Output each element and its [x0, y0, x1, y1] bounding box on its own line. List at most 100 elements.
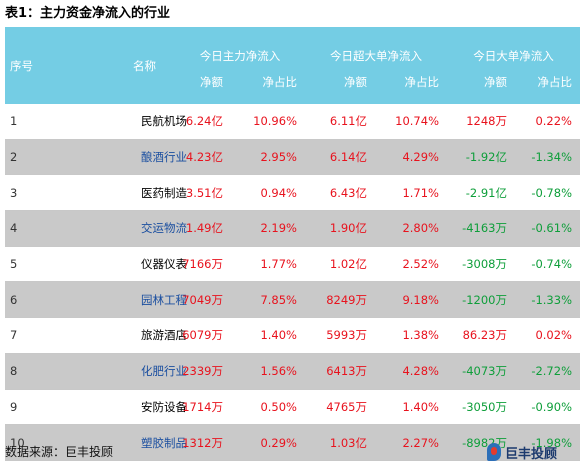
cell-super-pct: 1.71%	[375, 174, 447, 212]
header-big-amount: 净额	[447, 72, 515, 104]
cell-main-amt: 6079万	[175, 317, 231, 354]
cell-big-amt: -8982万	[447, 424, 515, 461]
table-row: 2 酿酒行业 4.23亿 2.95% 6.14亿 4.29% -1.92亿 -1.34%	[5, 139, 580, 176]
row-industry-name: 交运物流	[65, 210, 187, 247]
cell-super-pct: 2.52%	[375, 246, 447, 283]
cell-main-pct: 2.19%	[231, 210, 305, 247]
row-seq: 1	[5, 104, 65, 140]
cell-super-amt: 5993万	[305, 317, 375, 354]
row-seq: 2	[5, 139, 65, 176]
cell-big-pct: -0.78%	[515, 174, 580, 212]
table-row: 5 仪器仪表 7166万 1.77% 1.02亿 2.52% -3008万 -0.74%	[5, 246, 580, 283]
cell-super-pct: 2.80%	[375, 210, 447, 247]
header-name: 名称	[65, 27, 175, 104]
header-main-amount: 净额	[175, 72, 231, 104]
header-super-amount: 净额	[305, 72, 375, 104]
cell-big-amt: -1200万	[447, 281, 515, 319]
data-source-note: 数据来源：巨丰投顾	[5, 445, 114, 459]
table-row: 10 塑胶制品 1312万 0.29% 1.03亿 2.27% -8982万 -1.98%	[5, 424, 580, 461]
cell-big-amt: -4073万	[447, 353, 515, 390]
cell-main-pct: 1.77%	[231, 246, 305, 283]
cell-main-amt: 1714万	[175, 389, 231, 426]
header-row-subs: 净额 净占比 净额 净占比 净额 净占比	[5, 72, 580, 104]
cell-super-pct: 10.74%	[375, 104, 447, 140]
header-big-ratio: 净占比	[515, 72, 580, 104]
cell-main-pct: 2.95%	[231, 139, 305, 176]
cell-main-amt: 1.49亿	[175, 210, 231, 247]
table-row: 9 安防设备 1714万 0.50% 4765万 1.40% -3050万 -0.90%	[5, 389, 580, 426]
cell-main-amt: 1312万	[175, 424, 231, 461]
cell-big-amt: 86.23万	[447, 317, 515, 354]
cell-super-amt: 6.11亿	[305, 104, 375, 140]
cell-main-pct: 10.96%	[231, 104, 305, 140]
cell-main-pct: 0.50%	[231, 389, 305, 426]
cell-super-pct: 4.29%	[375, 139, 447, 176]
cell-big-pct: -0.74%	[515, 246, 580, 283]
cell-main-pct: 7.85%	[231, 281, 305, 319]
cell-main-pct: 0.94%	[231, 174, 305, 212]
row-industry-name: 旅游酒店	[65, 317, 187, 354]
cell-big-pct: -0.61%	[515, 210, 580, 247]
cell-super-amt: 1.03亿	[305, 424, 375, 461]
cell-super-amt: 6.43亿	[305, 174, 375, 212]
header-group-main: 今日主力净流入	[175, 27, 305, 72]
row-industry-name: 化肥行业	[65, 353, 187, 390]
row-industry-name: 安防设备	[65, 389, 187, 426]
table-row: 7 旅游酒店 6079万 1.40% 5993万 1.38% 86.23万 0.02%	[5, 317, 580, 354]
row-industry-name: 民航机场	[65, 104, 187, 140]
header-seq: 序号	[5, 27, 65, 104]
row-seq: 7	[5, 317, 65, 354]
row-seq: 6	[5, 281, 65, 319]
cell-main-pct: 0.29%	[231, 424, 305, 461]
row-seq: 10	[5, 424, 65, 461]
cell-super-amt: 6413万	[305, 353, 375, 390]
cell-big-pct: -2.72%	[515, 353, 580, 390]
cell-super-pct: 1.40%	[375, 389, 447, 426]
table-row: 3 医药制造 3.51亿 0.94% 6.43亿 1.71% -2.91亿 -0.78%	[5, 174, 580, 212]
cell-super-amt: 1.02亿	[305, 246, 375, 283]
industry-inflow-table: 序号 名称 今日主力净流入 今日超大单净流入 今日大单净流入 净额 净占比 净额…	[5, 27, 580, 461]
header-super-ratio: 净占比	[375, 72, 447, 104]
row-seq: 9	[5, 389, 65, 426]
cell-big-pct: -1.98%	[515, 424, 580, 461]
row-industry-name: 塑胶制品	[65, 424, 187, 461]
cell-big-amt: -1.92亿	[447, 139, 515, 176]
row-industry-name: 园林工程	[65, 281, 187, 319]
cell-super-amt: 6.14亿	[305, 139, 375, 176]
row-industry-name: 医药制造	[65, 174, 187, 212]
cell-big-amt: 1248万	[447, 104, 515, 140]
row-seq: 3	[5, 174, 65, 212]
cell-super-pct: 4.28%	[375, 353, 447, 390]
cell-main-pct: 1.56%	[231, 353, 305, 390]
header-row-groups: 序号 名称 今日主力净流入 今日超大单净流入 今日大单净流入	[5, 27, 580, 104]
cell-main-amt: 7166万	[175, 246, 231, 283]
table-row: 4 交运物流 1.49亿 2.19% 1.90亿 2.80% -4163万 -0.61%	[5, 210, 580, 247]
cell-super-amt: 1.90亿	[305, 210, 375, 247]
cell-main-amt: 2339万	[175, 353, 231, 390]
table-row: 6 园林工程 7049万 7.85% 8249万 9.18% -1200万 -1.33%	[5, 281, 580, 319]
row-seq: 4	[5, 210, 65, 247]
cell-big-amt: -2.91亿	[447, 174, 515, 212]
cell-main-amt: 3.51亿	[175, 174, 231, 212]
cell-super-pct: 9.18%	[375, 281, 447, 319]
table-row: 1 民航机场 6.24亿 10.96% 6.11亿 10.74% 1248万 0.22%	[5, 104, 580, 140]
cell-super-amt: 4765万	[305, 389, 375, 426]
brand-logo-icon	[487, 443, 501, 461]
cell-big-amt: -3008万	[447, 246, 515, 283]
cell-super-pct: 1.38%	[375, 317, 447, 354]
cell-big-amt: -3050万	[447, 389, 515, 426]
cell-main-amt: 7049万	[175, 281, 231, 319]
cell-big-amt: -4163万	[447, 210, 515, 247]
table-row: 8 化肥行业 2339万 1.56% 6413万 4.28% -4073万 -2.72%	[5, 353, 580, 390]
cell-super-pct: 2.27%	[375, 424, 447, 461]
header-group-big: 今日大单净流入	[447, 27, 580, 72]
brand-logo: 巨丰投顾	[487, 440, 557, 464]
cell-main-pct: 1.40%	[231, 317, 305, 354]
cell-super-amt: 8249万	[305, 281, 375, 319]
row-industry-name: 仪器仪表	[65, 246, 187, 283]
row-industry-name: 酿酒行业	[65, 139, 187, 176]
cell-main-amt: 6.24亿	[175, 104, 231, 140]
cell-big-pct: -0.90%	[515, 389, 580, 426]
table-title: 表1：主力资金净流入的行业	[5, 6, 171, 21]
row-seq: 8	[5, 353, 65, 390]
